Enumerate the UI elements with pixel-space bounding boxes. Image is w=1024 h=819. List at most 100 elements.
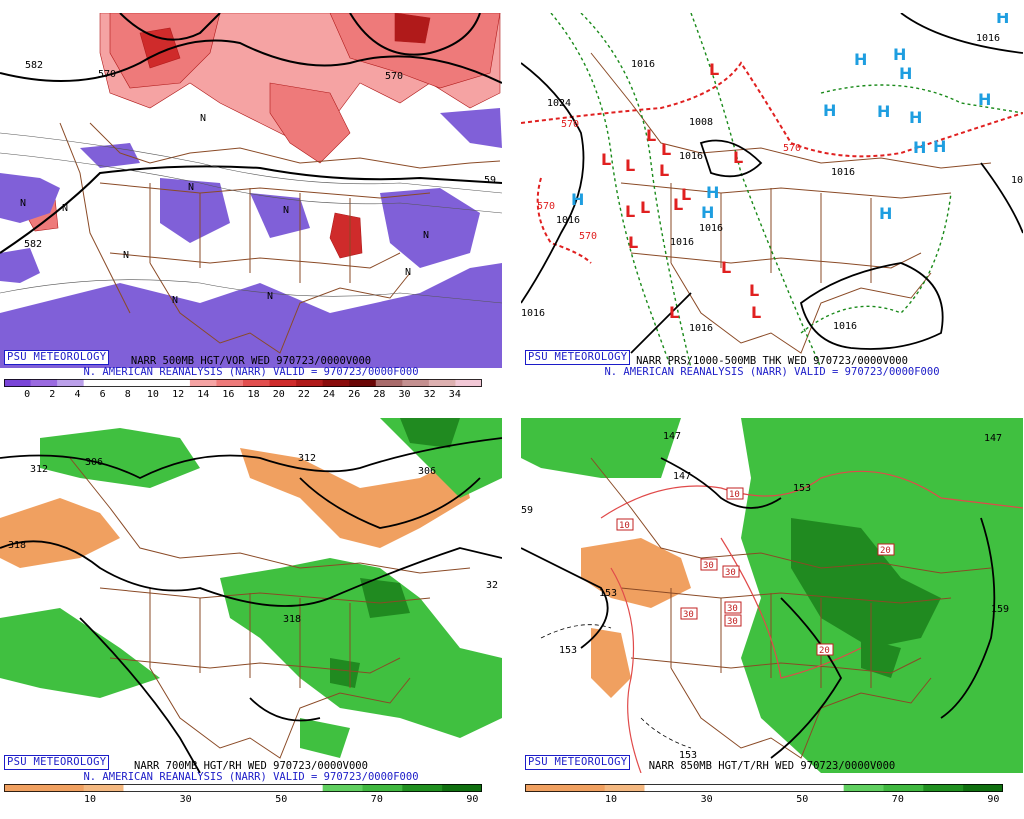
isobar-label: 1024 — [547, 98, 571, 109]
vorticity-minimum-marker: N — [20, 198, 26, 209]
colorbar-swatch — [764, 784, 805, 792]
contour-label: 153 — [599, 588, 617, 599]
low-pressure-marker: L — [749, 281, 759, 300]
psu-meteorology-badge[interactable]: PSU METEOROLOGY — [4, 350, 110, 365]
colorbar-tick-label: 10 — [146, 389, 159, 400]
colorbar-tick-label: 0 — [24, 389, 31, 400]
low-pressure-marker: L — [733, 148, 743, 167]
colorbar-tick-label: 50 — [796, 794, 809, 805]
svg-text:30: 30 — [725, 568, 736, 578]
colorbar-tick-label: 30 — [179, 794, 192, 805]
colorbar-swatch — [296, 379, 324, 387]
colorbar-tick-label: 10 — [84, 794, 97, 805]
svg-text:10: 10 — [619, 521, 630, 531]
high-pressure-marker: H — [877, 102, 890, 121]
isobar-label: 1016 — [699, 223, 723, 234]
colorbar-swatch — [402, 784, 443, 792]
colorbar-tick-label: 22 — [297, 389, 310, 400]
low-pressure-marker: L — [673, 195, 683, 214]
colorbar-tick-label: 90 — [466, 794, 479, 805]
vorticity-minimum-marker: N — [172, 295, 178, 306]
colorbar-swatch — [83, 379, 111, 387]
contour-label: 147 — [984, 433, 1002, 444]
colorbar-swatch — [4, 784, 45, 792]
colorbar-swatch — [455, 379, 482, 387]
colorbar-tick-labels: 10 30 50 70 90 — [525, 794, 1003, 806]
high-pressure-marker: H — [893, 45, 906, 64]
panel-subtitle: N. AMERICAN REANALYSIS (NARR) VALID = 97… — [83, 771, 419, 783]
colorbar-swatch — [322, 379, 350, 387]
isobar-label: 1016 — [689, 323, 713, 334]
colorbar-swatch — [282, 784, 324, 792]
psu-meteorology-badge[interactable]: PSU METEOROLOGY — [4, 755, 110, 770]
low-pressure-marker: L — [628, 233, 638, 252]
colorbar-tick-label: 10 — [605, 794, 618, 805]
colorbar-tick-label: 12 — [172, 389, 185, 400]
colorbar-tick-label: 90 — [987, 794, 1000, 805]
colorbar-tick-label: 70 — [370, 794, 383, 805]
colorbar-tick-label: 16 — [222, 389, 235, 400]
colorbar-tick-label: 20 — [272, 389, 285, 400]
isobar-label: 1016 — [556, 215, 580, 226]
colorbar-swatch — [136, 379, 164, 387]
vorticity-colorbar — [4, 379, 482, 387]
vorticity-minimum-marker: N — [283, 205, 289, 216]
dry-areas — [581, 538, 691, 698]
contour-label: 59 — [521, 505, 533, 516]
high-pressure-marker: H — [854, 50, 867, 69]
high-pressure-marker: H — [701, 203, 714, 222]
vorticity-minimum-marker: N — [62, 203, 68, 214]
low-pressure-marker: L — [625, 202, 635, 221]
colorbar-swatch — [4, 379, 32, 387]
isobar-label: 1008 — [689, 117, 713, 128]
high-pressure-markers: H H H H H H H H H H H H H H — [571, 13, 1009, 223]
contour-label: 570 — [385, 71, 403, 82]
psu-meteorology-badge[interactable]: PSU METEOROLOGY — [525, 350, 631, 365]
vorticity-minimum-marker: N — [405, 267, 411, 278]
temperature-label: 10 — [616, 518, 634, 531]
low-pressure-marker: L — [646, 126, 656, 145]
contour-label: 582 — [25, 60, 43, 71]
height-contours — [521, 457, 996, 759]
contour-label: 306 — [85, 457, 103, 468]
high-pressure-marker: H — [879, 204, 892, 223]
low-pressure-marker: L — [625, 156, 635, 175]
svg-text:30: 30 — [703, 561, 714, 571]
high-pressure-marker: H — [706, 183, 719, 202]
panel-subtitle: N. AMERICAN REANALYSIS (NARR) VALID = 97… — [83, 366, 419, 378]
colorbar-swatch — [843, 784, 884, 792]
colorbar-swatch — [525, 784, 566, 792]
temperature-label: 30 — [680, 607, 698, 620]
colorbar-swatch — [30, 379, 58, 387]
thickness-label: 570 — [579, 231, 597, 242]
contour-label: 570 — [98, 69, 116, 80]
temp-rh-850mb-map: 147 147 153 147 59 153 153 159 153 10 20… — [521, 418, 1023, 773]
low-pressure-marker: L — [721, 258, 731, 277]
high-pressure-marker: H — [571, 190, 584, 209]
isobar-label: 1016 — [833, 321, 857, 332]
contour-labels: 312 306 312 306 318 318 32 — [8, 453, 498, 625]
psu-meteorology-badge[interactable]: PSU METEOROLOGY — [525, 755, 631, 770]
height-contours — [0, 13, 502, 254]
contour-label: 318 — [283, 614, 301, 625]
panel-title: NARR 850MB HGT/T/RH WED 970723/0000V000 — [648, 760, 896, 772]
thickness-labels: 570 570 570 570 — [537, 119, 801, 242]
thickness-contours — [550, 13, 1023, 368]
colorbar-swatch — [43, 784, 85, 792]
contour-labels: 582 570 570 582 59 — [24, 60, 496, 250]
colorbar-swatch — [963, 784, 1003, 792]
colorbar-swatch — [243, 784, 284, 792]
colorbar-swatch — [322, 784, 363, 792]
temperature-label: 20 — [816, 643, 834, 656]
colorbar-swatch — [684, 784, 725, 792]
colorbar-swatch — [428, 379, 456, 387]
high-pressure-marker: H — [913, 138, 926, 157]
colorbar-swatch — [110, 379, 138, 387]
panel-500mb-vorticity: 582 570 570 582 59 N N N N N N N N N N P… — [0, 13, 502, 413]
isobar-label: 1016 — [670, 237, 694, 248]
political-boundaries — [590, 52, 992, 354]
svg-text:20: 20 — [819, 646, 830, 656]
colorbar-tick-label: 18 — [247, 389, 260, 400]
vorticity-minimum-marker: N — [200, 113, 206, 124]
isobar-label: 1016 — [521, 308, 545, 319]
